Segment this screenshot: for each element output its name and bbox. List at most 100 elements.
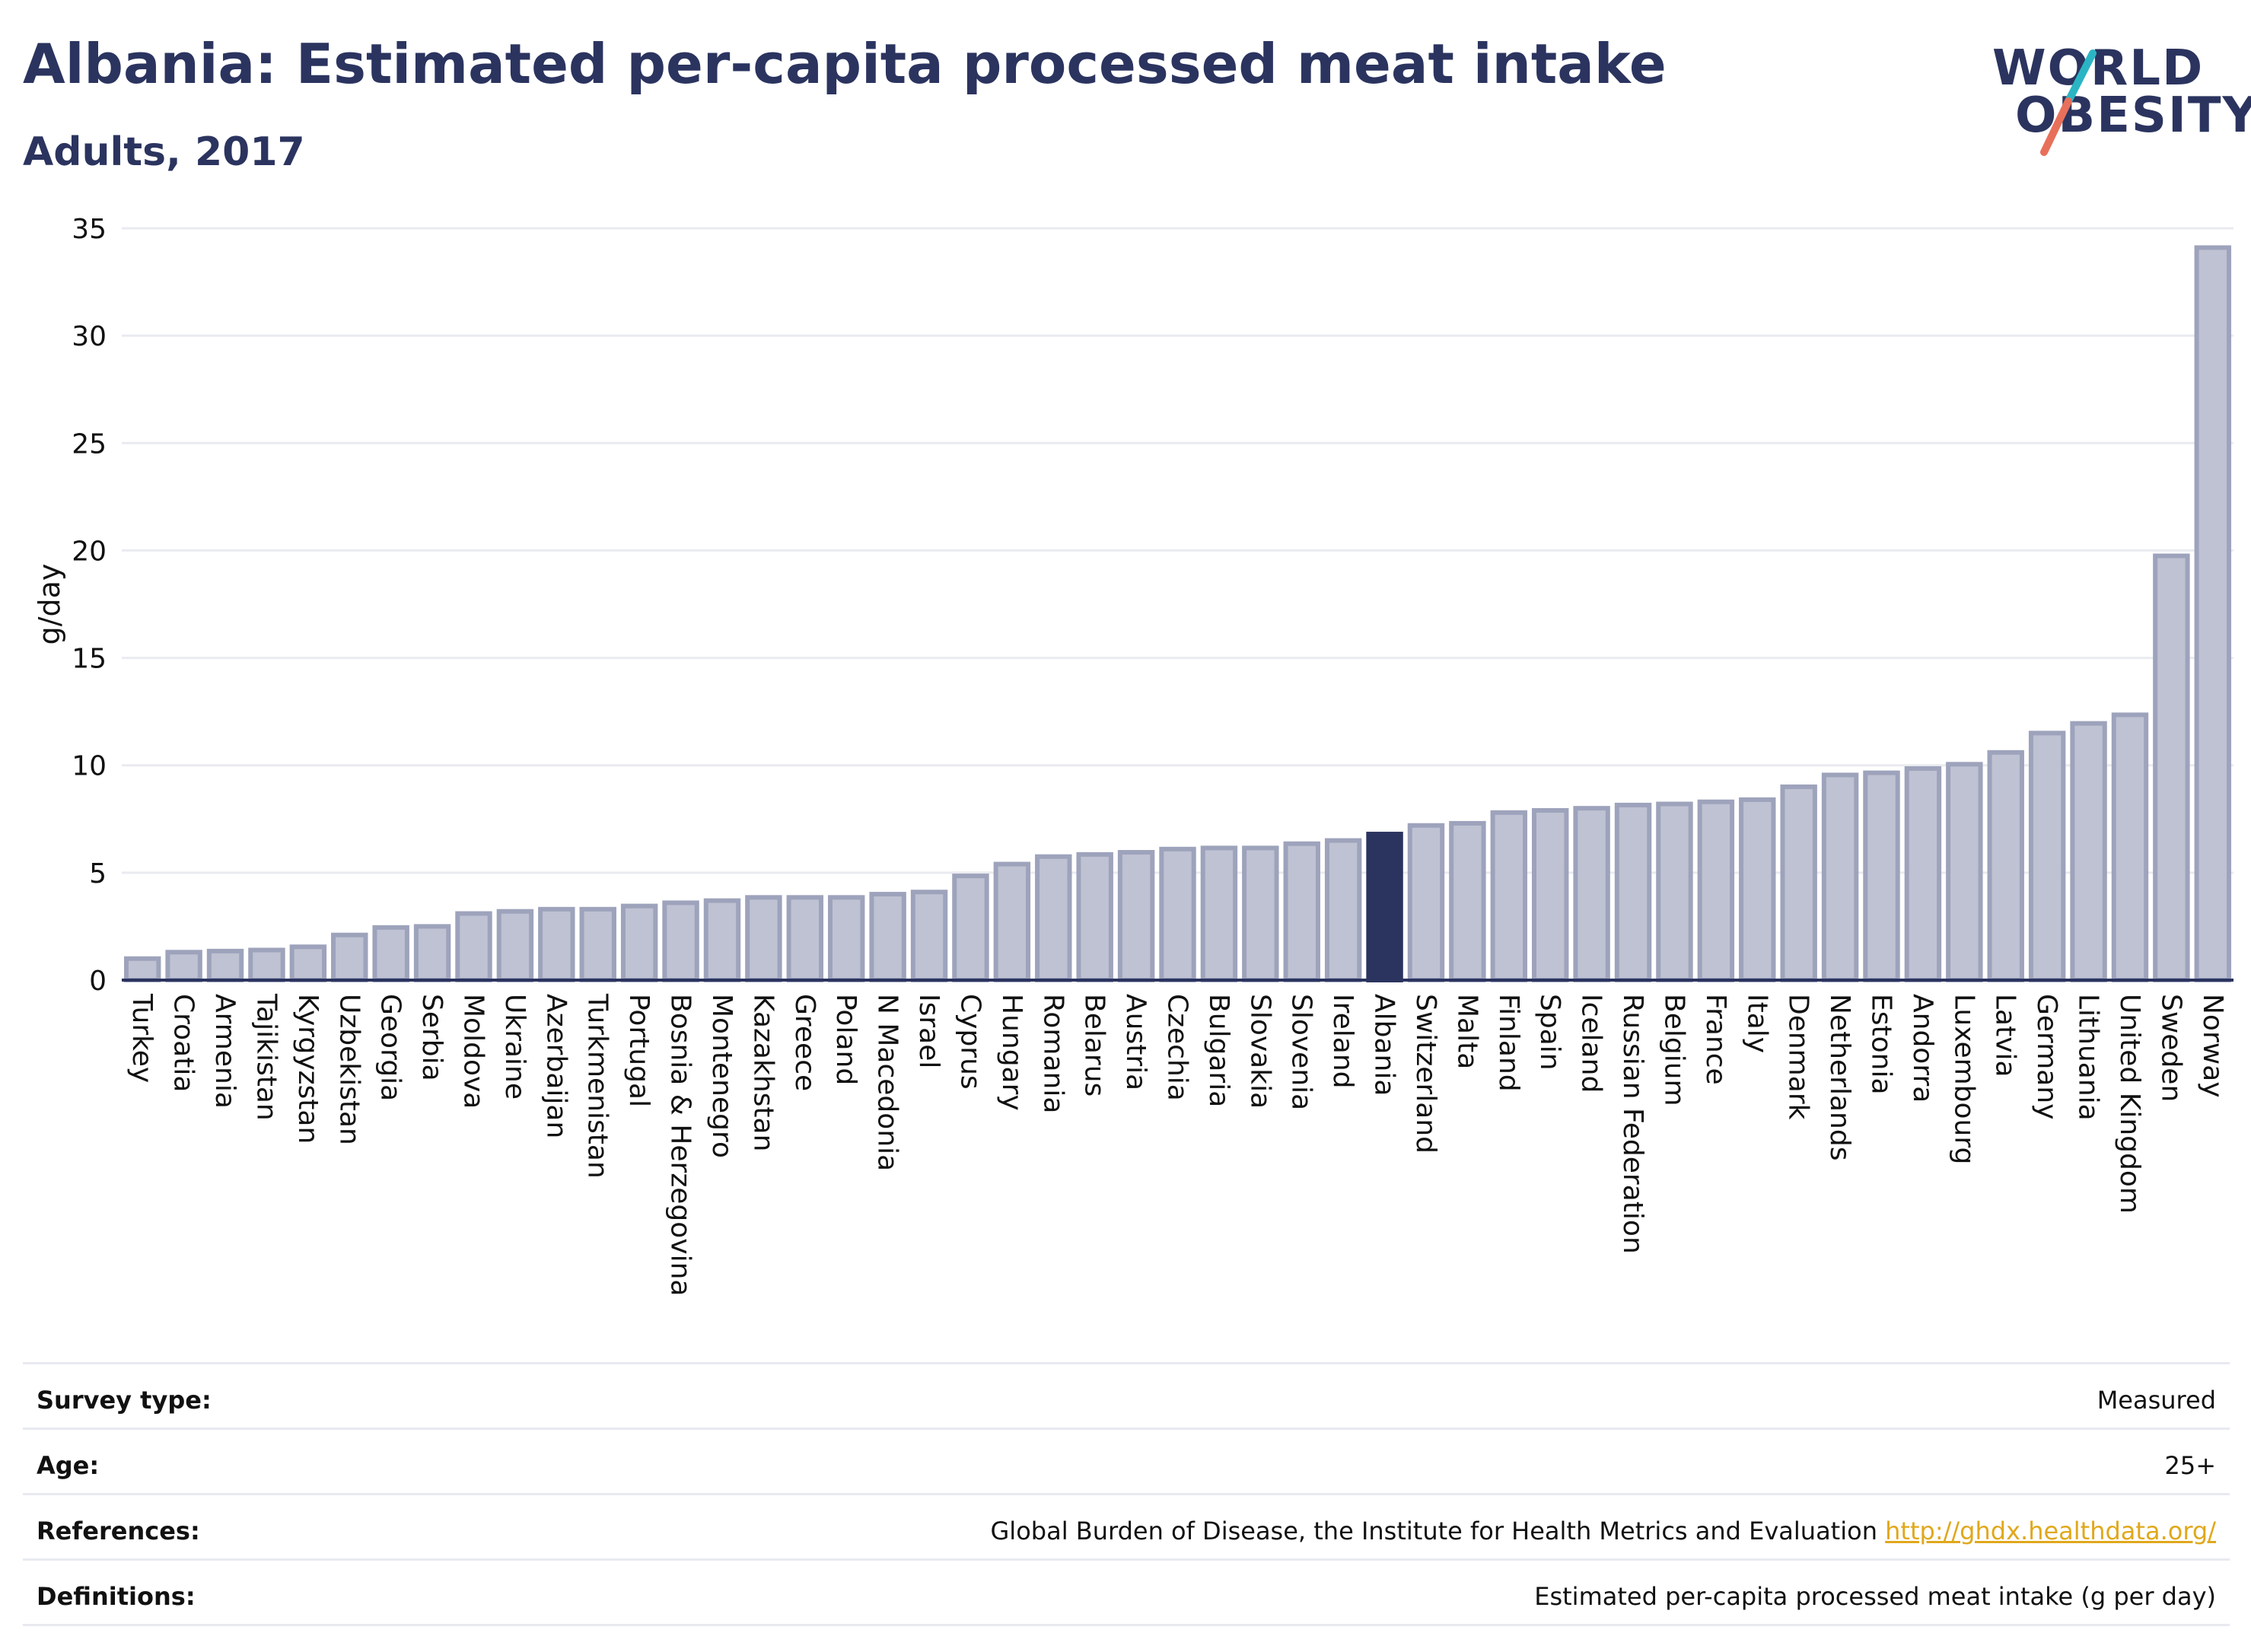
bar — [1200, 845, 1238, 982]
x-tick-label: Denmark — [1783, 994, 1814, 1120]
y-tick-label: 30 — [72, 321, 107, 352]
bar — [2111, 712, 2149, 982]
chart-subtitle: Adults, 2017 — [23, 129, 305, 175]
x-tick-label: Czechia — [1162, 994, 1193, 1101]
x-tick-label: Portugal — [623, 994, 654, 1107]
bar — [703, 898, 741, 982]
info-value: 25+ — [2164, 1451, 2216, 1480]
x-tick-label: Uzbekistan — [333, 994, 365, 1145]
bar — [1283, 841, 1320, 983]
x-tick-label: Croatia — [168, 994, 199, 1092]
x-tick-label: Malta — [1451, 994, 1482, 1069]
x-tick-label: France — [1700, 994, 1731, 1085]
bar — [1449, 820, 1486, 983]
bar — [910, 890, 948, 983]
bar — [1407, 823, 1445, 982]
bar — [1324, 838, 1362, 982]
x-tick-label: Slovakia — [1244, 994, 1275, 1109]
bar — [206, 948, 244, 982]
bar — [662, 900, 699, 982]
x-tick-label: United Kingdom — [2114, 994, 2145, 1214]
info-label: References: — [37, 1517, 200, 1545]
bar — [1159, 846, 1196, 983]
info-value: Estimated per-capita processed meat inta… — [1534, 1582, 2216, 1611]
bar — [1656, 801, 1693, 982]
reference-text: Global Burden of Disease, the Institute … — [990, 1517, 1877, 1545]
bar-highlight — [1366, 832, 1403, 982]
bar — [1780, 784, 1817, 983]
x-tick-label: Kazakhstan — [747, 994, 778, 1151]
x-tick-label: Ireland — [1327, 994, 1358, 1089]
bar — [496, 909, 534, 983]
bar — [1117, 850, 1155, 982]
x-tick-label: Ukraine — [499, 994, 530, 1100]
bar-chart: 0 5 10 15 20 25 30 35 g/day Turkey Croatia Armenia T… — [33, 214, 2233, 1296]
bar — [1904, 766, 1942, 982]
bar — [1573, 806, 1610, 983]
bar — [1531, 807, 1569, 982]
x-tick-label: Poland — [830, 994, 861, 1085]
x-tick-label: Russian Federation — [1617, 994, 1648, 1254]
bar — [620, 903, 658, 983]
x-tick-label: Finland — [1493, 994, 1524, 1092]
x-tick-label: Turkmenistan — [582, 993, 613, 1179]
x-tick-label: Kyrgyzstan — [292, 994, 323, 1144]
bar — [455, 911, 492, 983]
bar — [413, 924, 451, 983]
bar — [1863, 770, 1900, 982]
reference-link[interactable]: http://ghdx.healthdata.org/ — [1885, 1517, 2216, 1545]
x-tick-label: Belgium — [1658, 994, 1689, 1106]
x-tick-label: Turkey — [126, 993, 158, 1083]
bar — [1739, 797, 1776, 982]
x-tick-label: Lithuania — [2073, 994, 2104, 1121]
info-value: Measured — [2097, 1386, 2216, 1415]
x-tick-label: Iceland — [1576, 994, 1607, 1093]
x-tick-label: Bosnia & Herzegovina — [665, 994, 696, 1296]
bar — [165, 950, 202, 982]
x-tick-label: Netherlands — [1824, 994, 1855, 1160]
logo-slash-icon — [2040, 49, 2097, 156]
y-tick-label: 15 — [72, 644, 107, 675]
logo-word-world: WORLD — [1992, 40, 2205, 97]
y-tick-label: 5 — [89, 858, 107, 890]
x-tick-label: Montenegro — [706, 994, 737, 1158]
info-value: Global Burden of Disease, the Institute … — [991, 1517, 2217, 1545]
x-tick-label: Belarus — [1079, 994, 1110, 1097]
info-row-definitions: Definitions: Estimated per-capita proces… — [23, 1558, 2230, 1626]
y-tick-label: 0 — [89, 966, 107, 997]
x-tick-label: Azerbaijan — [540, 994, 572, 1138]
x-tick-label: Andorra — [1907, 994, 1938, 1103]
x-tick-label: Moldova — [458, 994, 489, 1109]
x-tick-label: Tajikistan — [250, 993, 282, 1121]
info-label: Definitions: — [37, 1582, 196, 1611]
bar — [1821, 772, 1859, 982]
info-label: Age: — [37, 1451, 100, 1480]
x-tick-label: Cyprus — [954, 994, 985, 1090]
chart-title: Albania: Estimated per-capita processed … — [23, 32, 1667, 96]
bar — [2153, 553, 2190, 982]
bar — [1697, 799, 1735, 983]
info-label: Survey type: — [37, 1386, 212, 1415]
x-tick-label: Estonia — [1866, 994, 1897, 1095]
x-tick-label: Germany — [2031, 994, 2062, 1119]
bar — [1614, 802, 1652, 982]
bar — [2070, 721, 2107, 982]
bar — [993, 861, 1031, 983]
x-tick-label: Luxembourg — [1948, 994, 1979, 1164]
bar — [1987, 750, 2024, 983]
bar — [952, 874, 989, 982]
x-tick-label: Bulgaria — [1203, 994, 1234, 1107]
x-tick-label: Armenia — [209, 994, 240, 1109]
y-tick-label: 20 — [72, 536, 107, 567]
x-tick-label: N Macedonia — [872, 994, 903, 1171]
x-tick-label: Israel — [913, 994, 944, 1068]
bar — [579, 906, 616, 982]
info-row-references: References: Global Burden of Disease, th… — [23, 1493, 2230, 1558]
x-tick-label: Hungary — [996, 994, 1027, 1111]
x-tick-label: Albania — [1369, 994, 1400, 1096]
x-tick-label: Serbia — [416, 994, 447, 1081]
bar — [869, 892, 906, 982]
bar — [1946, 762, 1983, 982]
bar — [248, 947, 285, 982]
bar — [745, 895, 782, 983]
